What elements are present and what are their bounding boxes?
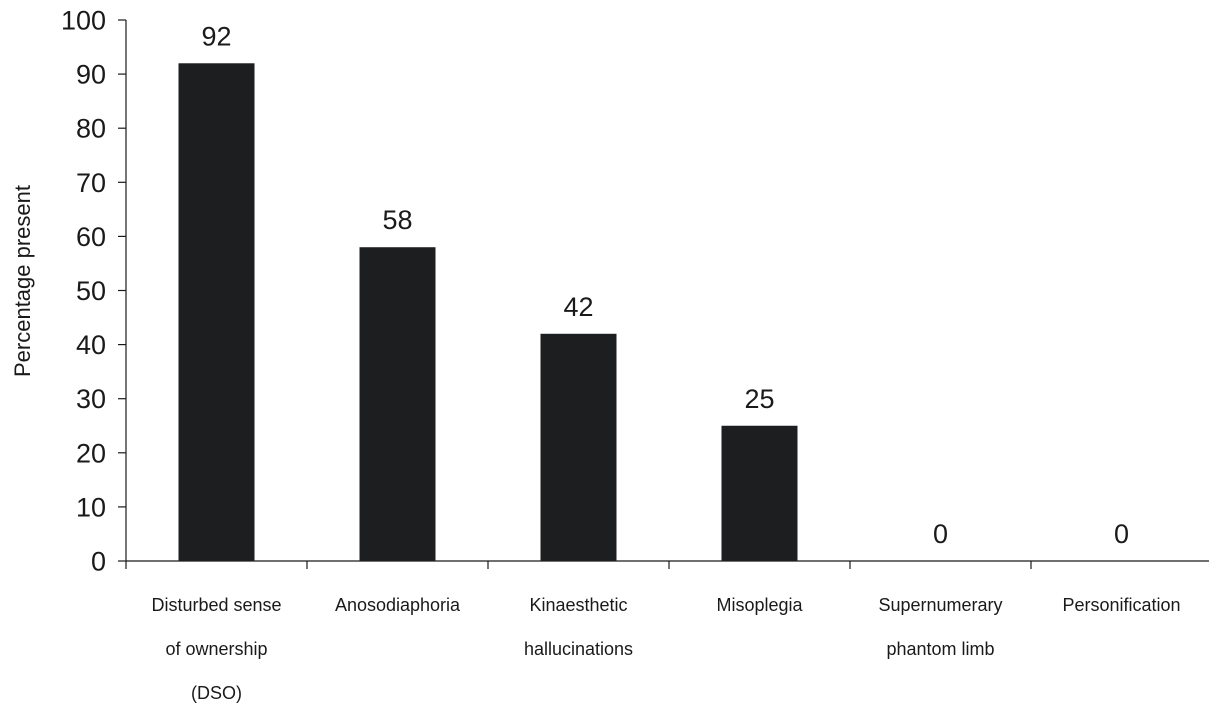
- category-label: Kinaesthetic: [529, 595, 627, 615]
- y-tick-label: 80: [76, 114, 106, 144]
- category-label: Anosodiaphoria: [335, 595, 461, 615]
- category-label: Supernumerary: [878, 595, 1002, 615]
- category-label: Misoplegia: [716, 595, 803, 615]
- category-label: of ownership: [165, 639, 267, 659]
- bar: [540, 333, 617, 561]
- y-tick-label: 40: [76, 330, 106, 360]
- category-label: phantom limb: [886, 639, 994, 659]
- data-labels: 92 58 42 25 0 0: [201, 21, 1129, 549]
- bar: [721, 425, 798, 561]
- category-label: Disturbed sense: [151, 595, 281, 615]
- y-tick-label: 70: [76, 168, 106, 198]
- y-tick-label: 50: [76, 276, 106, 306]
- y-tick-label: 10: [76, 492, 106, 522]
- category-labels: Disturbed sense of ownership (DSO) Anosodia…: [151, 595, 1180, 703]
- axes: [125, 20, 1209, 569]
- data-label: 92: [201, 21, 231, 51]
- y-tick-label: 100: [61, 6, 106, 36]
- bars: [178, 63, 798, 561]
- bar: [359, 247, 436, 561]
- y-tick-label: 90: [76, 60, 106, 90]
- category-label: (DSO): [191, 683, 242, 703]
- category-label: hallucinations: [524, 639, 633, 659]
- data-label: 25: [744, 384, 774, 414]
- data-label: 0: [1114, 519, 1129, 549]
- y-tick-label: 0: [91, 547, 106, 577]
- bar: [178, 63, 255, 561]
- category-label: Personification: [1062, 595, 1180, 615]
- y-axis-ticks: 0 10 20 30 40 50 60 70 80 90 100: [61, 6, 126, 577]
- data-label: 58: [382, 205, 412, 235]
- data-label: 42: [563, 292, 593, 322]
- y-tick-label: 30: [76, 384, 106, 414]
- y-tick-label: 60: [76, 222, 106, 252]
- y-axis-title: Percentage present: [10, 185, 35, 377]
- data-label: 0: [933, 519, 948, 549]
- y-tick-label: 20: [76, 438, 106, 468]
